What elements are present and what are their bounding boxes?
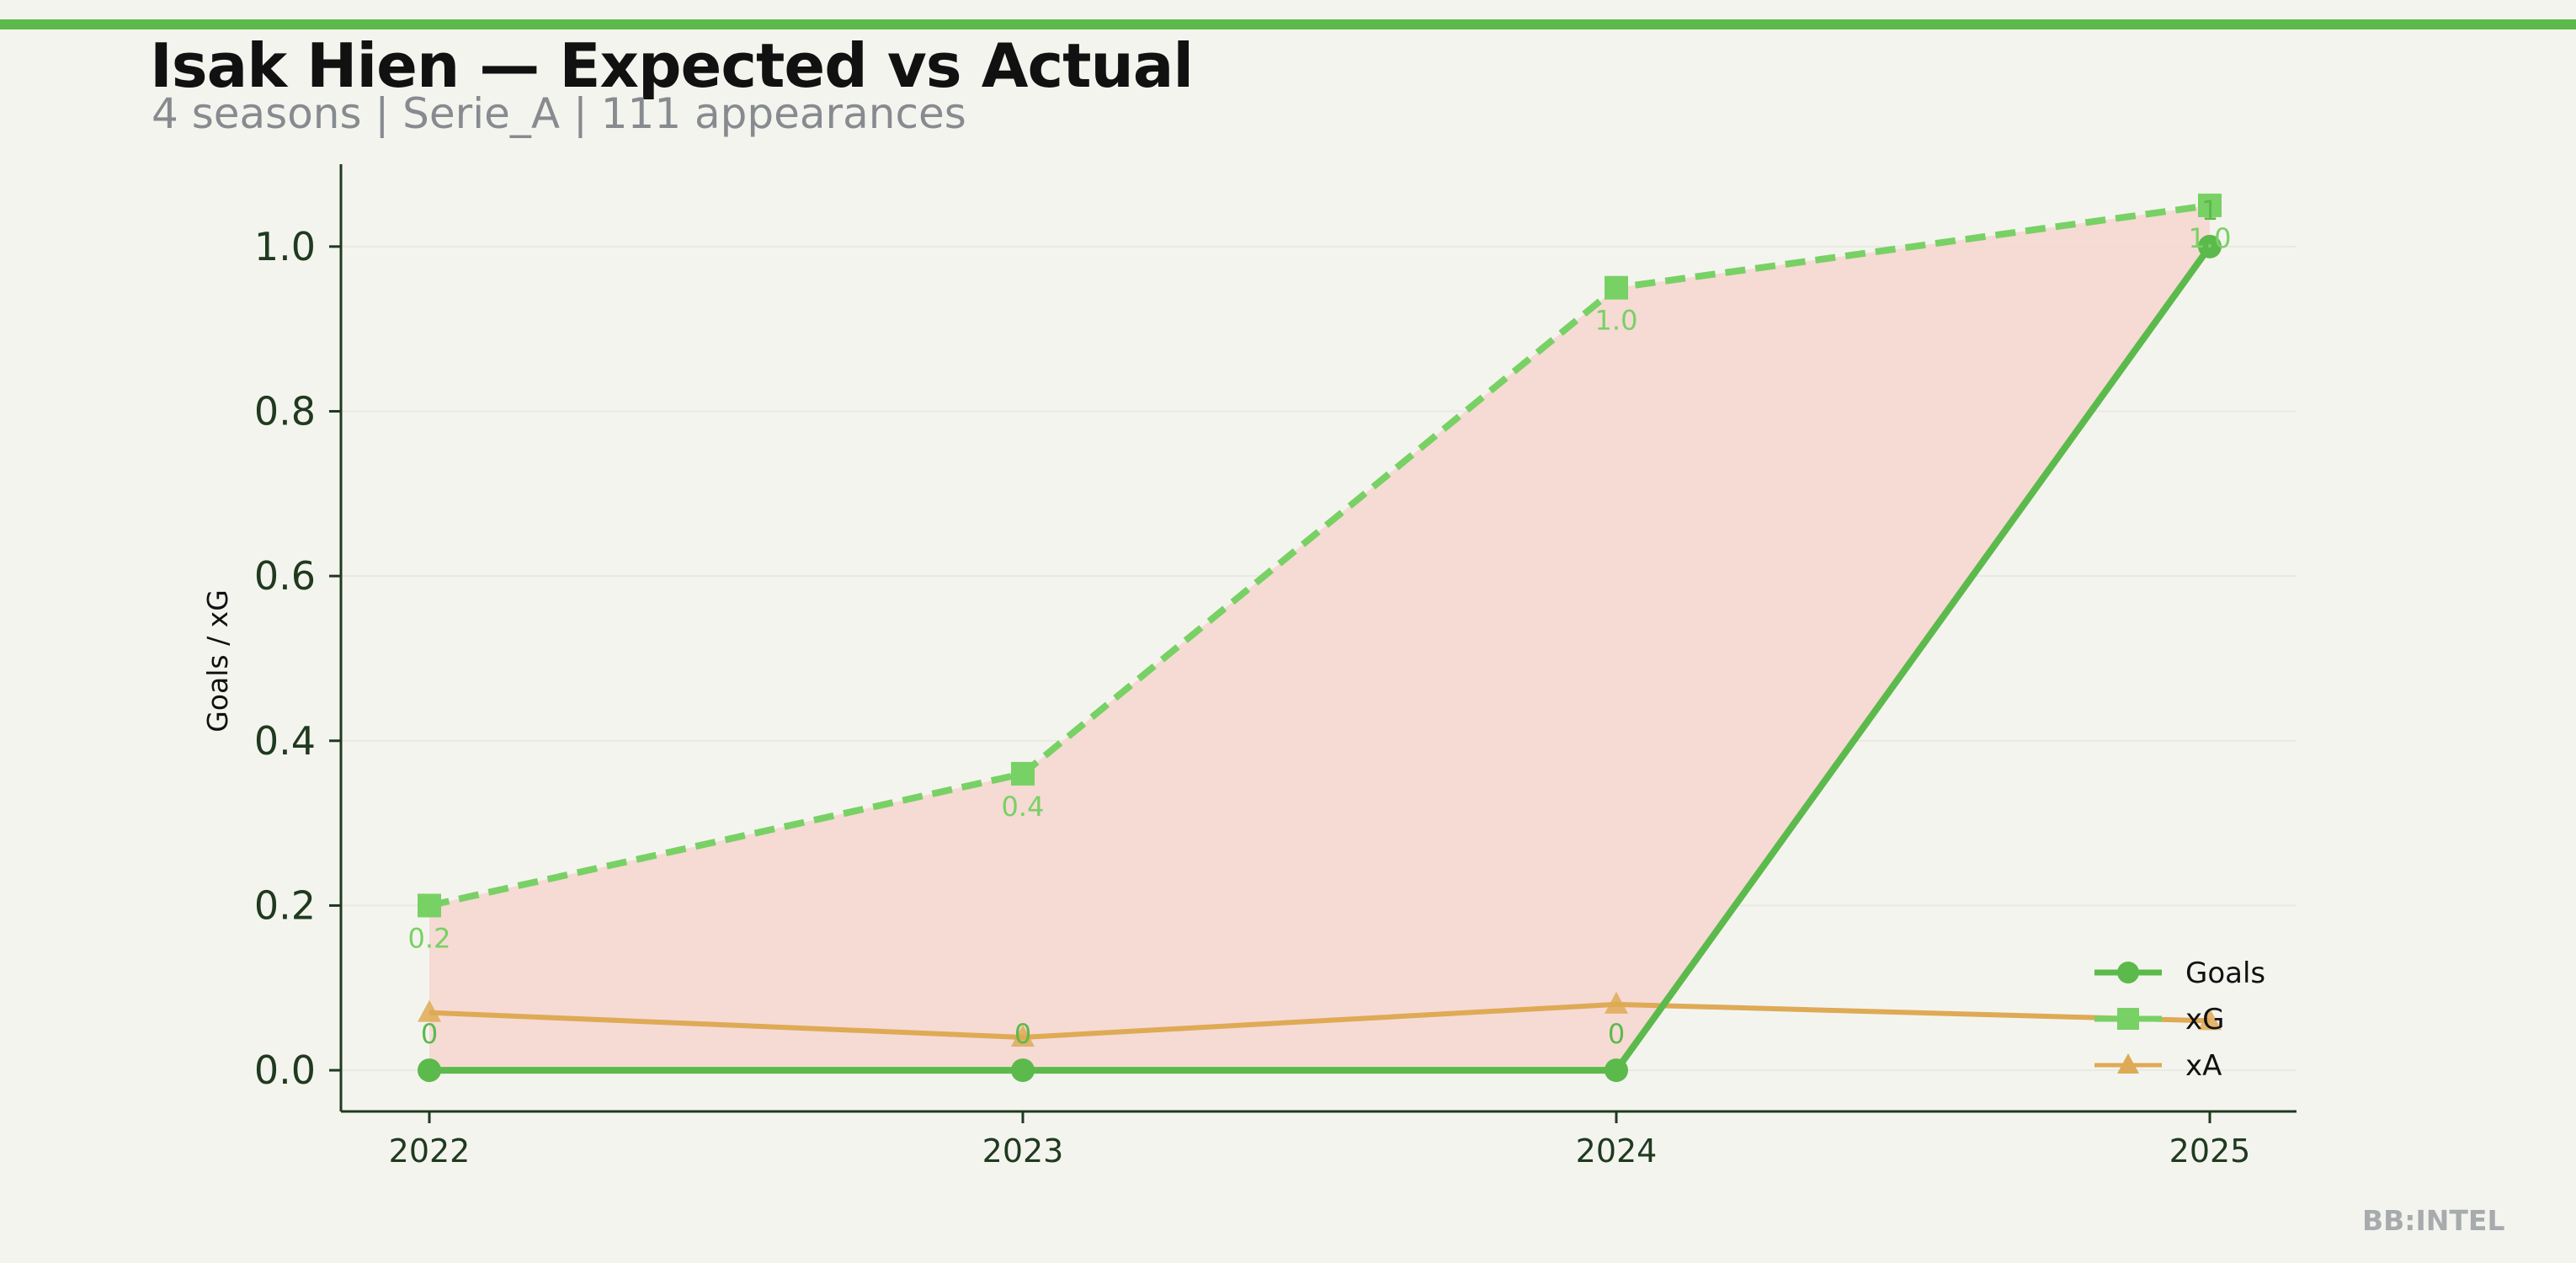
xg-point <box>418 893 441 918</box>
xa-point <box>2198 1008 2222 1031</box>
x-tick-label: 2024 <box>1576 1132 1658 1170</box>
data-labels: 0.200.401.001.01 <box>408 195 2232 1050</box>
legend: Goals xG xA <box>2094 957 2265 1083</box>
xa-point <box>418 999 441 1022</box>
xa-line <box>428 1001 2211 1040</box>
y-tick-label: 0.8 <box>254 388 316 434</box>
y-tick-label: 0.4 <box>254 718 316 764</box>
axes: 0.0 0.2 0.4 0.6 0.8 1.0 2022 2023 2024 2025 <box>254 164 2297 1170</box>
xg-point <box>1011 761 1035 786</box>
legend-marker <box>2117 1008 2139 1030</box>
x-tick-label: 2022 <box>389 1132 471 1170</box>
legend-label: xA <box>2185 1049 2222 1083</box>
xg-point <box>1605 275 1628 300</box>
xg-data-label: 0.4 <box>1002 791 1045 823</box>
goals-xg-gap-fill <box>429 205 2210 1071</box>
xg-point <box>2198 193 2222 217</box>
xa-point <box>1605 991 1628 1014</box>
goals-line <box>429 244 2213 1074</box>
goals-point <box>1605 1058 1628 1083</box>
goals-data-label: 0 <box>421 1018 438 1050</box>
goals-data-label: 1 <box>2201 195 2218 226</box>
goals-point <box>418 1058 441 1083</box>
series-group <box>418 193 2222 1083</box>
y-tick-label: 0.2 <box>254 882 316 928</box>
chart-subtitle: 4 seasons | Serie_A | 111 appearances <box>152 89 966 138</box>
goals-point <box>2198 234 2222 258</box>
y-tick-label: 0.6 <box>254 553 316 599</box>
legend-marker <box>2117 1053 2139 1074</box>
xg-data-label: 1.0 <box>2189 222 2232 254</box>
y-tick-label: 1.0 <box>254 224 316 269</box>
chart-title: Isak Hien — Expected vs Actual <box>150 30 1194 101</box>
goals-data-label: 0 <box>1014 1018 1031 1050</box>
y-tick-label: 0.0 <box>254 1047 316 1093</box>
x-tick-label: 2025 <box>2169 1132 2251 1170</box>
legend-label: Goals <box>2185 957 2265 990</box>
legend-marker <box>2117 962 2139 983</box>
xa-point <box>1011 1024 1035 1047</box>
xg-line <box>428 201 2211 909</box>
goals-point <box>1011 1058 1035 1083</box>
y-axis-label: Goals / xG <box>201 589 234 733</box>
shaded-gap-area <box>429 205 2210 1071</box>
xg-data-label: 0.2 <box>408 922 451 954</box>
accent-bar <box>0 19 2576 29</box>
xg-data-label: 1.0 <box>1595 305 1638 337</box>
goals-data-label: 0 <box>1608 1018 1625 1050</box>
legend-label: xG <box>2185 1003 2224 1037</box>
x-tick-label: 2023 <box>982 1132 1064 1170</box>
brand-watermark: BB:INTEL <box>2362 1204 2505 1237</box>
